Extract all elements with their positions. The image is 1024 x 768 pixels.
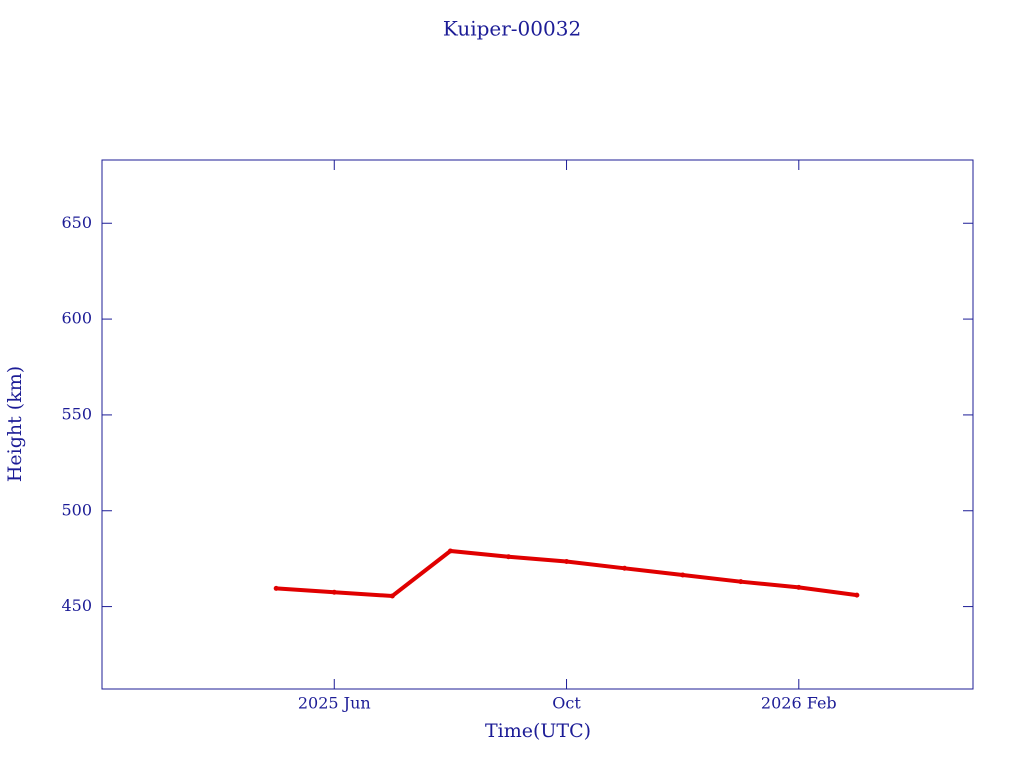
data-point	[389, 593, 395, 599]
data-point	[738, 579, 744, 585]
data-point	[564, 559, 570, 565]
y-tick-label: 500	[61, 500, 92, 519]
data-point	[331, 589, 337, 595]
y-tick-label: 450	[61, 596, 92, 615]
data-point	[273, 585, 279, 591]
data-point	[854, 592, 860, 598]
height-line	[276, 548, 858, 599]
y-tick-label: 550	[61, 404, 92, 423]
y-tick-label: 650	[61, 213, 92, 232]
data-point	[505, 554, 511, 560]
data-point	[680, 572, 686, 578]
y-tick-label: 600	[61, 309, 92, 328]
x-tick-label: 2025 Jun	[298, 694, 371, 713]
x-tick-label: Oct	[552, 694, 581, 713]
x-axis-label: Time(UTC)	[485, 720, 591, 742]
data-point	[447, 548, 453, 554]
data-point	[796, 584, 802, 590]
chart-title: Kuiper-00032	[443, 17, 581, 41]
x-tick-label: 2026 Feb	[761, 694, 837, 713]
y-axis-label: Height (km)	[4, 366, 26, 482]
plot-frame	[101, 159, 974, 690]
data-point	[622, 565, 628, 571]
